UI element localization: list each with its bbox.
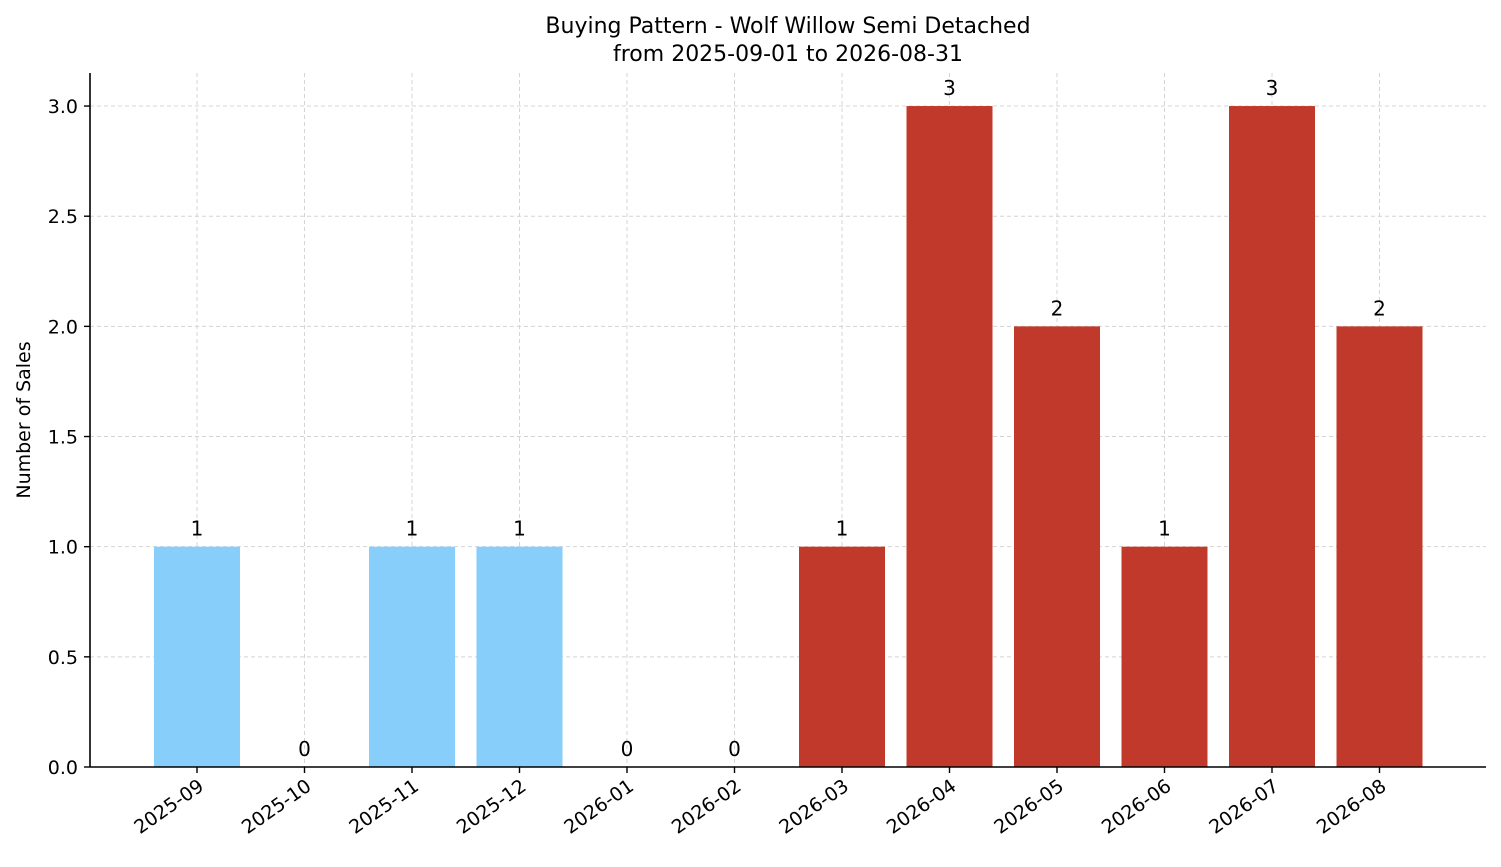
bar-2026-08	[1336, 326, 1423, 767]
x-tick-label: 2025-12	[453, 775, 531, 839]
x-tick-label: 2025-11	[345, 775, 423, 839]
x-tick-label: 2026-08	[1313, 775, 1391, 839]
x-tick-label: 2025-09	[130, 775, 208, 839]
y-axis-label: Number of Sales	[13, 341, 35, 498]
y-tick-label: 3.0	[48, 96, 78, 118]
x-tick-label: 2026-06	[1098, 775, 1176, 839]
axes	[89, 73, 1486, 768]
bar-2025-09	[154, 546, 240, 767]
chart-subtitle: from 2025-09-01 to 2026-08-31	[613, 42, 963, 67]
bars	[154, 106, 1423, 768]
x-tick-label: 2026-05	[990, 775, 1068, 839]
data-labels: 1 0 1 1 0 0 1 3 2 1 3 2	[191, 76, 1386, 761]
bar-2026-07	[1229, 106, 1315, 768]
x-tick-label: 2026-02	[668, 775, 746, 839]
y-tick-label: 2.5	[48, 206, 78, 228]
data-label: 0	[298, 737, 311, 761]
data-label: 2	[1373, 296, 1386, 320]
y-tick-label: 1.5	[48, 427, 78, 449]
chart-title: Buying Pattern - Wolf Willow Semi Detach…	[545, 14, 1030, 39]
data-label: 3	[943, 76, 956, 100]
x-tick-label: 2026-01	[560, 775, 638, 839]
data-label: 3	[1266, 76, 1279, 100]
bar-2025-11	[369, 546, 455, 767]
x-tick-label: 2026-03	[775, 775, 853, 839]
data-label: 1	[513, 517, 526, 541]
bar-2026-06	[1121, 546, 1208, 767]
data-label: 1	[836, 517, 849, 541]
y-tick-label: 1.0	[48, 537, 78, 559]
data-label: 1	[406, 517, 419, 541]
y-tick-label: 2.0	[48, 316, 78, 338]
data-label: 1	[191, 517, 204, 541]
data-label: 0	[728, 737, 741, 761]
data-label: 2	[1051, 296, 1064, 320]
bar-2026-03	[799, 546, 885, 767]
y-tick-label: 0.0	[48, 757, 78, 779]
bar-2026-05	[1014, 326, 1100, 767]
bar-2025-12	[476, 546, 563, 767]
data-label: 1	[1158, 517, 1171, 541]
bar-2026-04	[906, 106, 993, 768]
x-tick-label: 2026-04	[883, 775, 961, 839]
y-tick-label: 0.5	[48, 647, 78, 669]
x-tick-label: 2026-07	[1205, 775, 1283, 839]
data-label: 0	[621, 737, 634, 761]
x-tick-label: 2025-10	[238, 775, 316, 839]
